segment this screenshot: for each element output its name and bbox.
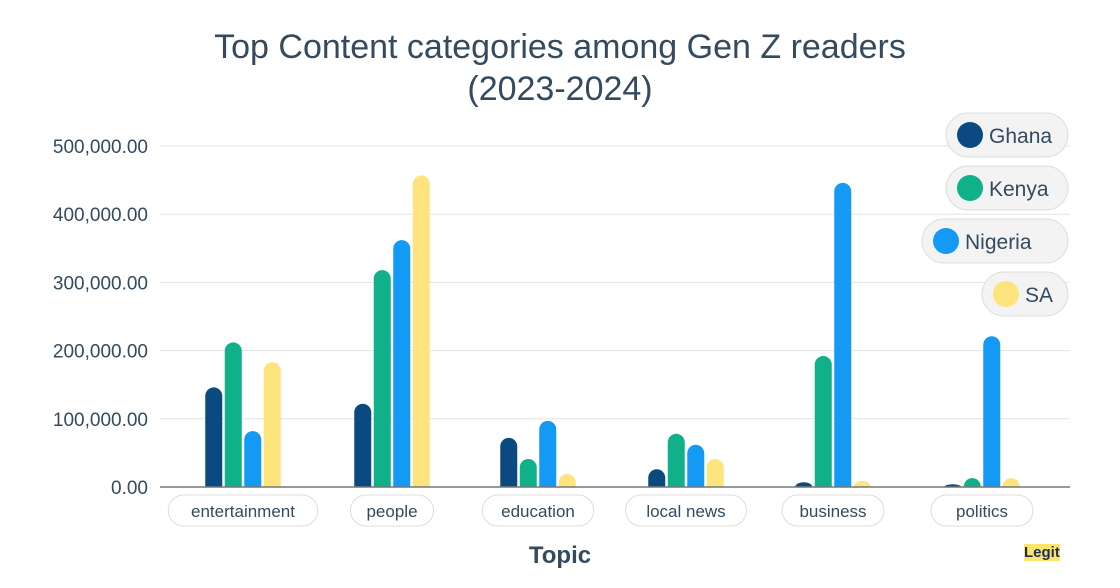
legend-swatch-kenya — [957, 175, 983, 201]
x-tick-label: business — [799, 502, 866, 521]
bar-ghana — [500, 437, 518, 487]
bar-sa — [706, 459, 724, 487]
bar-sa — [558, 474, 576, 487]
legend-label: Ghana — [989, 125, 1052, 148]
bar-nigeria — [393, 240, 411, 487]
bar-nigeria — [687, 444, 705, 487]
x-tick-pill — [625, 494, 747, 527]
y-tick-label: 200,000.00 — [53, 342, 148, 363]
chart-title: Top Content categories among Gen Z reade… — [0, 26, 1120, 110]
x-tick-label: people — [366, 502, 417, 521]
bar-kenya — [667, 433, 685, 487]
legend-swatch-sa — [993, 281, 1019, 307]
x-tick-label: local news — [646, 502, 725, 521]
legend-label: Kenya — [989, 178, 1049, 201]
bar-ghana — [795, 482, 813, 487]
x-tick-label: politics — [956, 502, 1008, 521]
bar-ghana — [205, 387, 223, 487]
chart-title-line1: Top Content categories among Gen Z reade… — [214, 28, 906, 66]
legend-item — [921, 218, 1069, 264]
bar-sa — [263, 362, 281, 487]
y-tick-label: 400,000.00 — [53, 205, 148, 226]
bar-kenya — [519, 459, 537, 487]
x-tick-label: education — [501, 502, 575, 521]
bar-nigeria — [834, 182, 852, 487]
bar-sa — [853, 480, 871, 487]
x-tick-pill — [481, 494, 595, 527]
legit-logo: Legit — [1024, 544, 1060, 561]
logo-text: Legit — [1024, 544, 1060, 561]
legend-swatch-nigeria — [933, 228, 959, 254]
x-axis-title: Topic — [529, 542, 591, 569]
x-tick-pill — [930, 494, 1034, 527]
y-tick-label: 0.00 — [111, 478, 148, 499]
chart-title-line2: (2023-2024) — [467, 70, 653, 108]
x-tick-pill — [350, 494, 434, 527]
x-tick-pill — [167, 494, 319, 527]
y-tick-label: 500,000.00 — [53, 137, 148, 158]
bar-sa — [412, 175, 430, 488]
legend-label: SA — [1025, 284, 1053, 307]
bar-sa — [1002, 478, 1020, 487]
bar-nigeria — [244, 431, 262, 487]
legend-swatch-ghana — [957, 122, 983, 148]
bar-kenya — [814, 356, 832, 487]
bar-ghana — [354, 403, 372, 487]
x-tick-label: entertainment — [191, 502, 295, 521]
legend-label: Nigeria — [965, 231, 1032, 254]
bar-ghana — [648, 469, 666, 487]
bar-kenya — [224, 342, 242, 487]
bar-nigeria — [983, 336, 1001, 487]
bar-kenya — [373, 270, 391, 487]
y-tick-label: 300,000.00 — [53, 273, 148, 294]
x-tick-pill — [781, 494, 885, 527]
bar-nigeria — [539, 420, 557, 487]
bar-kenya — [963, 478, 981, 487]
y-tick-label: 100,000.00 — [53, 410, 148, 431]
